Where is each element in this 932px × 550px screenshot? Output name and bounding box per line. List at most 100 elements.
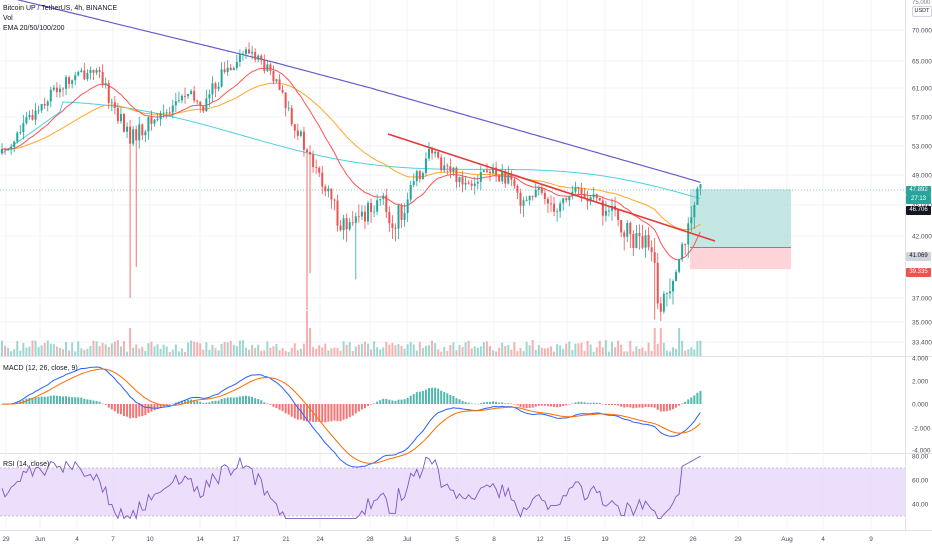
macd-histogram-bar (687, 399, 690, 404)
macd-histogram-bar (458, 399, 461, 404)
volume-bar (123, 341, 125, 356)
volume-bar (571, 349, 574, 356)
candle-body (293, 124, 296, 131)
volume-bar (485, 341, 488, 356)
volume-bar (92, 340, 95, 356)
volume-bar (62, 349, 64, 356)
candle-body (113, 102, 116, 108)
macd-histogram-bar (37, 397, 40, 404)
volume-bar (394, 345, 397, 356)
rsi-legend[interactable]: RSI (14, close) (3, 461, 50, 468)
volume-bar (263, 350, 266, 356)
candle-body (37, 110, 40, 112)
macd-histogram-bar (397, 399, 400, 404)
macd-legend[interactable]: MACD (12, 26, close, 9) (3, 365, 78, 372)
candle-body (577, 187, 580, 189)
candle-body (354, 216, 357, 223)
trendline[interactable] (387, 133, 716, 242)
volume-bar (586, 340, 589, 356)
macd-histogram-bar (382, 398, 385, 404)
volume-bar (464, 342, 467, 356)
volume-bar (421, 347, 424, 356)
volume-bar (254, 347, 257, 356)
volume-bar (104, 344, 107, 356)
candle-body (629, 222, 632, 235)
macd-histogram-bar (690, 397, 693, 404)
candle-body (699, 184, 702, 189)
macd-histogram-bar (482, 402, 485, 404)
price-tick-label: 49.000 (912, 173, 932, 180)
macd-histogram-bar (376, 401, 379, 404)
macd-histogram-bar (534, 404, 537, 407)
candle-body (299, 131, 302, 136)
volume-bar (357, 344, 360, 356)
volume-bar (428, 345, 430, 356)
volume-bar (287, 351, 290, 356)
candle-body (257, 55, 260, 60)
candle-body (74, 75, 77, 81)
candle-body (315, 167, 318, 168)
candle-body (421, 172, 424, 180)
macd-histogram-bar (278, 404, 281, 410)
candle-body (565, 198, 568, 201)
candle-body (525, 200, 528, 202)
candle-body (360, 211, 363, 217)
macd-histogram-bar (205, 402, 208, 404)
candle-body (470, 183, 473, 186)
volume-bar (653, 328, 656, 356)
candle-body (650, 247, 653, 253)
stop-loss-tag: 39.335 (906, 268, 931, 277)
candle-body (632, 234, 635, 248)
candle-body (171, 105, 174, 113)
volume-bar (272, 346, 275, 356)
volume-bar (257, 344, 260, 356)
volume-bar (467, 340, 470, 356)
volume-bar (37, 347, 40, 356)
candle-body (522, 200, 525, 206)
macd-histogram-bar (360, 404, 363, 410)
macd-histogram-bar (193, 400, 196, 404)
volume-legend[interactable]: Vol (3, 15, 13, 22)
volume-bar (74, 351, 77, 356)
volume-bar (604, 340, 607, 356)
trendline-line[interactable] (387, 133, 716, 242)
macd-tick-label: -4.000 (912, 448, 931, 455)
volume-bar (495, 351, 498, 356)
currency-button[interactable]: USDT (912, 6, 932, 17)
volume-bar (607, 351, 610, 356)
price-tick-label: 42.000 (912, 234, 932, 241)
macd-histogram-bar (370, 404, 373, 405)
volume-bar (382, 347, 385, 356)
candle-body (598, 198, 601, 201)
date-tick-label: 4 (75, 536, 79, 543)
volume-bar (232, 344, 235, 356)
candle-body (159, 112, 162, 120)
volume-bar (693, 349, 696, 356)
ema-legend[interactable]: EMA 20/50/100/200 (3, 25, 65, 32)
candle-body (245, 49, 247, 54)
volume-bar (153, 346, 156, 356)
macd-histogram-bar (95, 400, 98, 404)
volume-bar (275, 343, 278, 356)
volume-bar (245, 347, 247, 356)
volume-bar (537, 344, 540, 356)
macd-histogram-bar (611, 404, 613, 405)
volume-bar (513, 342, 516, 356)
macd-histogram-bar (659, 404, 662, 412)
candle-body (394, 227, 397, 229)
macd-histogram-bar (357, 404, 360, 412)
volume-bar (208, 349, 211, 356)
price-tick-label: 53.000 (912, 144, 932, 151)
macd-histogram-bar (684, 401, 687, 404)
symbol-title[interactable]: Bitcoin UP / TetherUS, 4h, BINANCE (3, 5, 118, 12)
volume-bar (504, 345, 507, 356)
volume-bar (583, 351, 586, 356)
candle-body (513, 179, 516, 186)
candle-body (437, 151, 440, 158)
macd-histogram-bar (68, 396, 71, 404)
volume-bar (16, 341, 19, 356)
candle-body (638, 233, 641, 236)
macd-histogram-bar (574, 402, 577, 404)
volume-bar (678, 328, 681, 356)
